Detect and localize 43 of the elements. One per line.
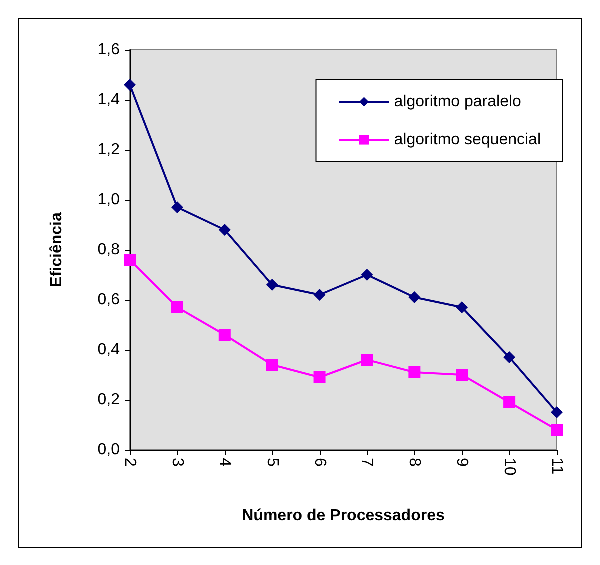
x-tick-label: 9 [454,458,471,467]
y-tick-label: 1,0 [98,192,120,208]
x-axis-title: Número de Processadores [242,508,445,524]
x-tick-label: 7 [358,458,376,467]
point [551,406,563,418]
point [218,224,231,236]
point [456,369,468,381]
point [218,329,231,341]
point [504,352,516,364]
point [456,302,468,314]
x-tick-label: 10 [501,458,518,476]
x-tick-label: 5 [264,458,281,467]
point [408,292,421,304]
point [361,354,374,366]
x-tick-label: 6 [311,458,328,467]
y-tick-label: 0,2 [98,392,120,408]
point [171,202,184,214]
x-tick-label: 2 [122,458,138,467]
point [551,424,563,436]
point [314,289,326,301]
y-tick-label: 0,4 [98,342,120,358]
y-tick-label: 0,0 [98,442,120,458]
y-tick-label: 1,4 [98,92,120,108]
point [314,372,326,384]
legend-label: algoritmo paralelo [394,94,522,110]
x-tick-label: 8 [406,458,424,467]
point [124,254,136,266]
legend-label: algoritmo sequencial [394,132,541,148]
point [124,79,136,91]
y-tick-label: 0,6 [98,292,120,308]
point [408,366,421,378]
point [361,269,374,281]
x-tick-label: 4 [216,458,234,467]
x-tick-label: 3 [168,458,186,467]
point [171,302,184,314]
y-tick-label: 1,6 [98,42,120,58]
point [504,396,516,408]
x-tick-label: 11 [548,458,566,475]
point [266,279,278,291]
point [266,359,278,371]
y-axis-title: Eficiência [48,212,66,288]
y-tick-label: 1,2 [98,142,120,158]
y-tick-label: 0,8 [98,242,120,258]
